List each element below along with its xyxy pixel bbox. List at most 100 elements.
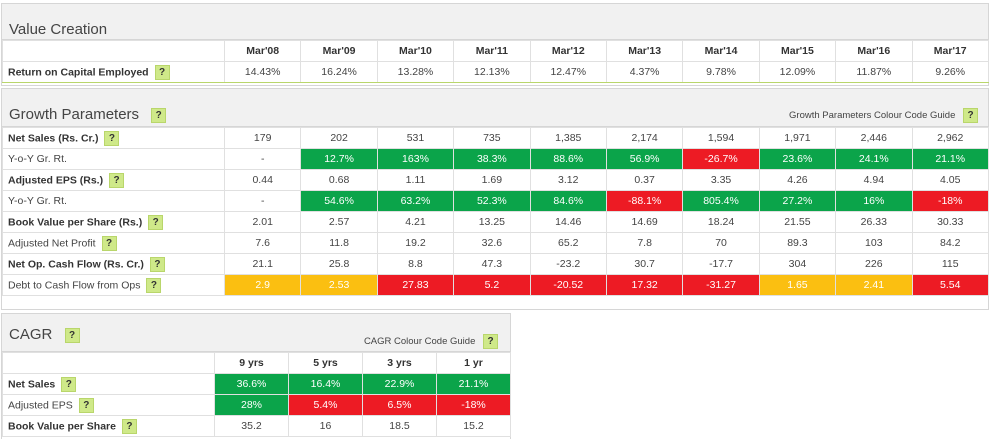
growth-value: 3.12 — [529, 169, 607, 191]
cagr-title: CAGR ? — [9, 326, 80, 343]
growth-value: 1,385 — [529, 127, 607, 149]
growth-row-label-text: Debt to Cash Flow from Ops — [8, 278, 141, 291]
growth-value: 47.3 — [453, 253, 531, 275]
growth-row: Y-o-Y Gr. Rt. -54.6% 63.2% 52.3% 84.6% -88.1%… — [2, 190, 989, 212]
cagr-value: 28% — [214, 394, 289, 416]
growth-value: 14.69 — [605, 211, 684, 233]
cagr-row: Adjusted EPS? 28% 5.4% 6.5% -18% — [2, 394, 511, 416]
cagr-colour-guide: CAGR Colour Code Guide ? — [364, 334, 498, 349]
year-header: Mar'11 — [453, 40, 531, 62]
cagr-row-label-text: Book Value per Share — [8, 419, 116, 432]
growth-row: Net Op. Cash Flow (Rs. Cr.)? 21.1 25.8 8.8 4… — [2, 253, 989, 275]
growth-value: 16% — [835, 190, 913, 212]
growth-value: 1.11 — [376, 169, 455, 191]
growth-row-label: Debt to Cash Flow from Ops? — [2, 274, 225, 296]
roce-value: 13.28% — [376, 61, 455, 83]
growth-value: 1,971 — [758, 127, 837, 149]
value-creation-panel: Value Creation Mar'08 Mar'09 Mar'10 Mar'11 M… — [1, 3, 989, 86]
growth-row-label-text: Book Value per Share (Rs.) — [8, 215, 143, 228]
growth-value: 27.2% — [758, 190, 837, 212]
cagr-guide-help-icon[interactable]: ? — [483, 334, 498, 349]
growth-row: Y-o-Y Gr. Rt. -12.7% 163% 38.3% 88.6% 56.9% -2… — [2, 148, 989, 170]
growth-value: 65.2 — [529, 232, 607, 254]
cagr-row-label: Book Value per Share? — [2, 415, 215, 437]
growth-guide-help-icon[interactable]: ? — [963, 108, 978, 123]
growth-row-label: Adjusted EPS (Rs.)? — [2, 169, 225, 191]
year-header: Mar'13 — [605, 40, 684, 62]
cagr-value: 35.2 — [214, 415, 289, 437]
row-help-icon[interactable]: ? — [104, 130, 120, 146]
growth-value: - — [223, 148, 302, 170]
growth-value: 5.2 — [453, 274, 531, 296]
cagr-row: Book Value per Share? 35.2 16 18.5 15.2 — [2, 415, 511, 437]
row-help-icon[interactable]: ? — [148, 214, 164, 230]
growth-value: 805.4% — [682, 190, 760, 212]
growth-value: 4.05 — [911, 169, 989, 191]
row-help-icon[interactable]: ? — [146, 277, 162, 293]
growth-value: 179 — [223, 127, 302, 149]
cagr-value: 22.9% — [362, 373, 437, 395]
growth-value: 7.8 — [605, 232, 684, 254]
growth-value: 226 — [835, 253, 913, 275]
row-help-icon[interactable]: ? — [121, 418, 137, 434]
row-help-icon[interactable]: ? — [109, 172, 125, 188]
roce-value: 9.78% — [682, 61, 760, 83]
cagr-help-icon[interactable]: ? — [64, 327, 80, 343]
row-help-icon[interactable]: ? — [149, 256, 165, 272]
roce-value: 12.09% — [758, 61, 837, 83]
cagr-value: 5.4% — [288, 394, 363, 416]
growth-value: 2,962 — [911, 127, 989, 149]
cagr-panel: CAGR ? CAGR Colour Code Guide ? 9 yrs 5 y… — [1, 313, 511, 439]
growth-value: 103 — [835, 232, 913, 254]
growth-value: 1.65 — [758, 274, 837, 296]
growth-value: 3.35 — [682, 169, 760, 191]
growth-value: 115 — [911, 253, 989, 275]
growth-value: -26.7% — [682, 148, 760, 170]
growth-value: 84.2 — [911, 232, 989, 254]
roce-value: 12.47% — [529, 61, 607, 83]
roce-help-icon[interactable]: ? — [154, 64, 170, 80]
growth-value: 1,594 — [682, 127, 760, 149]
cagr-period-header: 5 yrs — [288, 352, 363, 374]
cagr-value: 15.2 — [436, 415, 511, 437]
growth-guide-label: Growth Parameters Colour Code Guide — [789, 110, 956, 122]
roce-value: 16.24% — [300, 61, 378, 83]
growth-value: 304 — [758, 253, 837, 275]
growth-row-label-text: Net Op. Cash Flow (Rs. Cr.) — [8, 257, 144, 270]
row-help-icon[interactable]: ? — [101, 235, 117, 251]
growth-value: 4.21 — [376, 211, 455, 233]
row-help-icon[interactable]: ? — [61, 376, 77, 392]
growth-value: 24.1% — [835, 148, 913, 170]
year-header: Mar'12 — [529, 40, 607, 62]
growth-value: - — [223, 190, 302, 212]
growth-value: 12.7% — [300, 148, 378, 170]
year-header: Mar'09 — [300, 40, 378, 62]
cagr-value: 16.4% — [288, 373, 363, 395]
growth-value: 2.57 — [300, 211, 378, 233]
year-header: Mar'17 — [911, 40, 989, 62]
growth-value: -23.2 — [529, 253, 607, 275]
roce-label: Return on Capital Employed? — [2, 61, 225, 83]
growth-value: 0.37 — [605, 169, 684, 191]
roce-value: 11.87% — [835, 61, 913, 83]
growth-parameters-table: Net Sales (Rs. Cr.)? 179 202 531 735 1,385 2,1… — [2, 127, 989, 296]
growth-value: 2.9 — [223, 274, 302, 296]
growth-row-label-text: Y-o-Y Gr. Rt. — [8, 195, 67, 207]
growth-parameters-title: Growth Parameters ? — [9, 106, 167, 123]
cagr-value: -18% — [436, 394, 511, 416]
row-help-icon[interactable]: ? — [78, 397, 94, 413]
cagr-value: 36.6% — [214, 373, 289, 395]
roce-label-text: Return on Capital Employed — [8, 65, 149, 78]
growth-value: 2,446 — [835, 127, 913, 149]
growth-value: 2,174 — [605, 127, 684, 149]
cagr-row-label-text: Net Sales — [8, 377, 56, 390]
year-header: Mar'16 — [835, 40, 913, 62]
cagr-table: 9 yrs 5 yrs 3 yrs 1 yr Net Sales? 36.6% 16.4% 2… — [2, 352, 511, 437]
growth-help-icon[interactable]: ? — [151, 107, 167, 123]
growth-value: 735 — [453, 127, 531, 149]
year-header: Mar'14 — [682, 40, 760, 62]
growth-value: 13.25 — [453, 211, 531, 233]
growth-row-label: Net Op. Cash Flow (Rs. Cr.)? — [2, 253, 225, 275]
growth-row: Adjusted Net Profit? 7.6 11.8 19.2 32.6 65.2 7… — [2, 232, 989, 254]
roce-row: Return on Capital Employed? 14.43% 16.24% 1… — [2, 61, 989, 83]
